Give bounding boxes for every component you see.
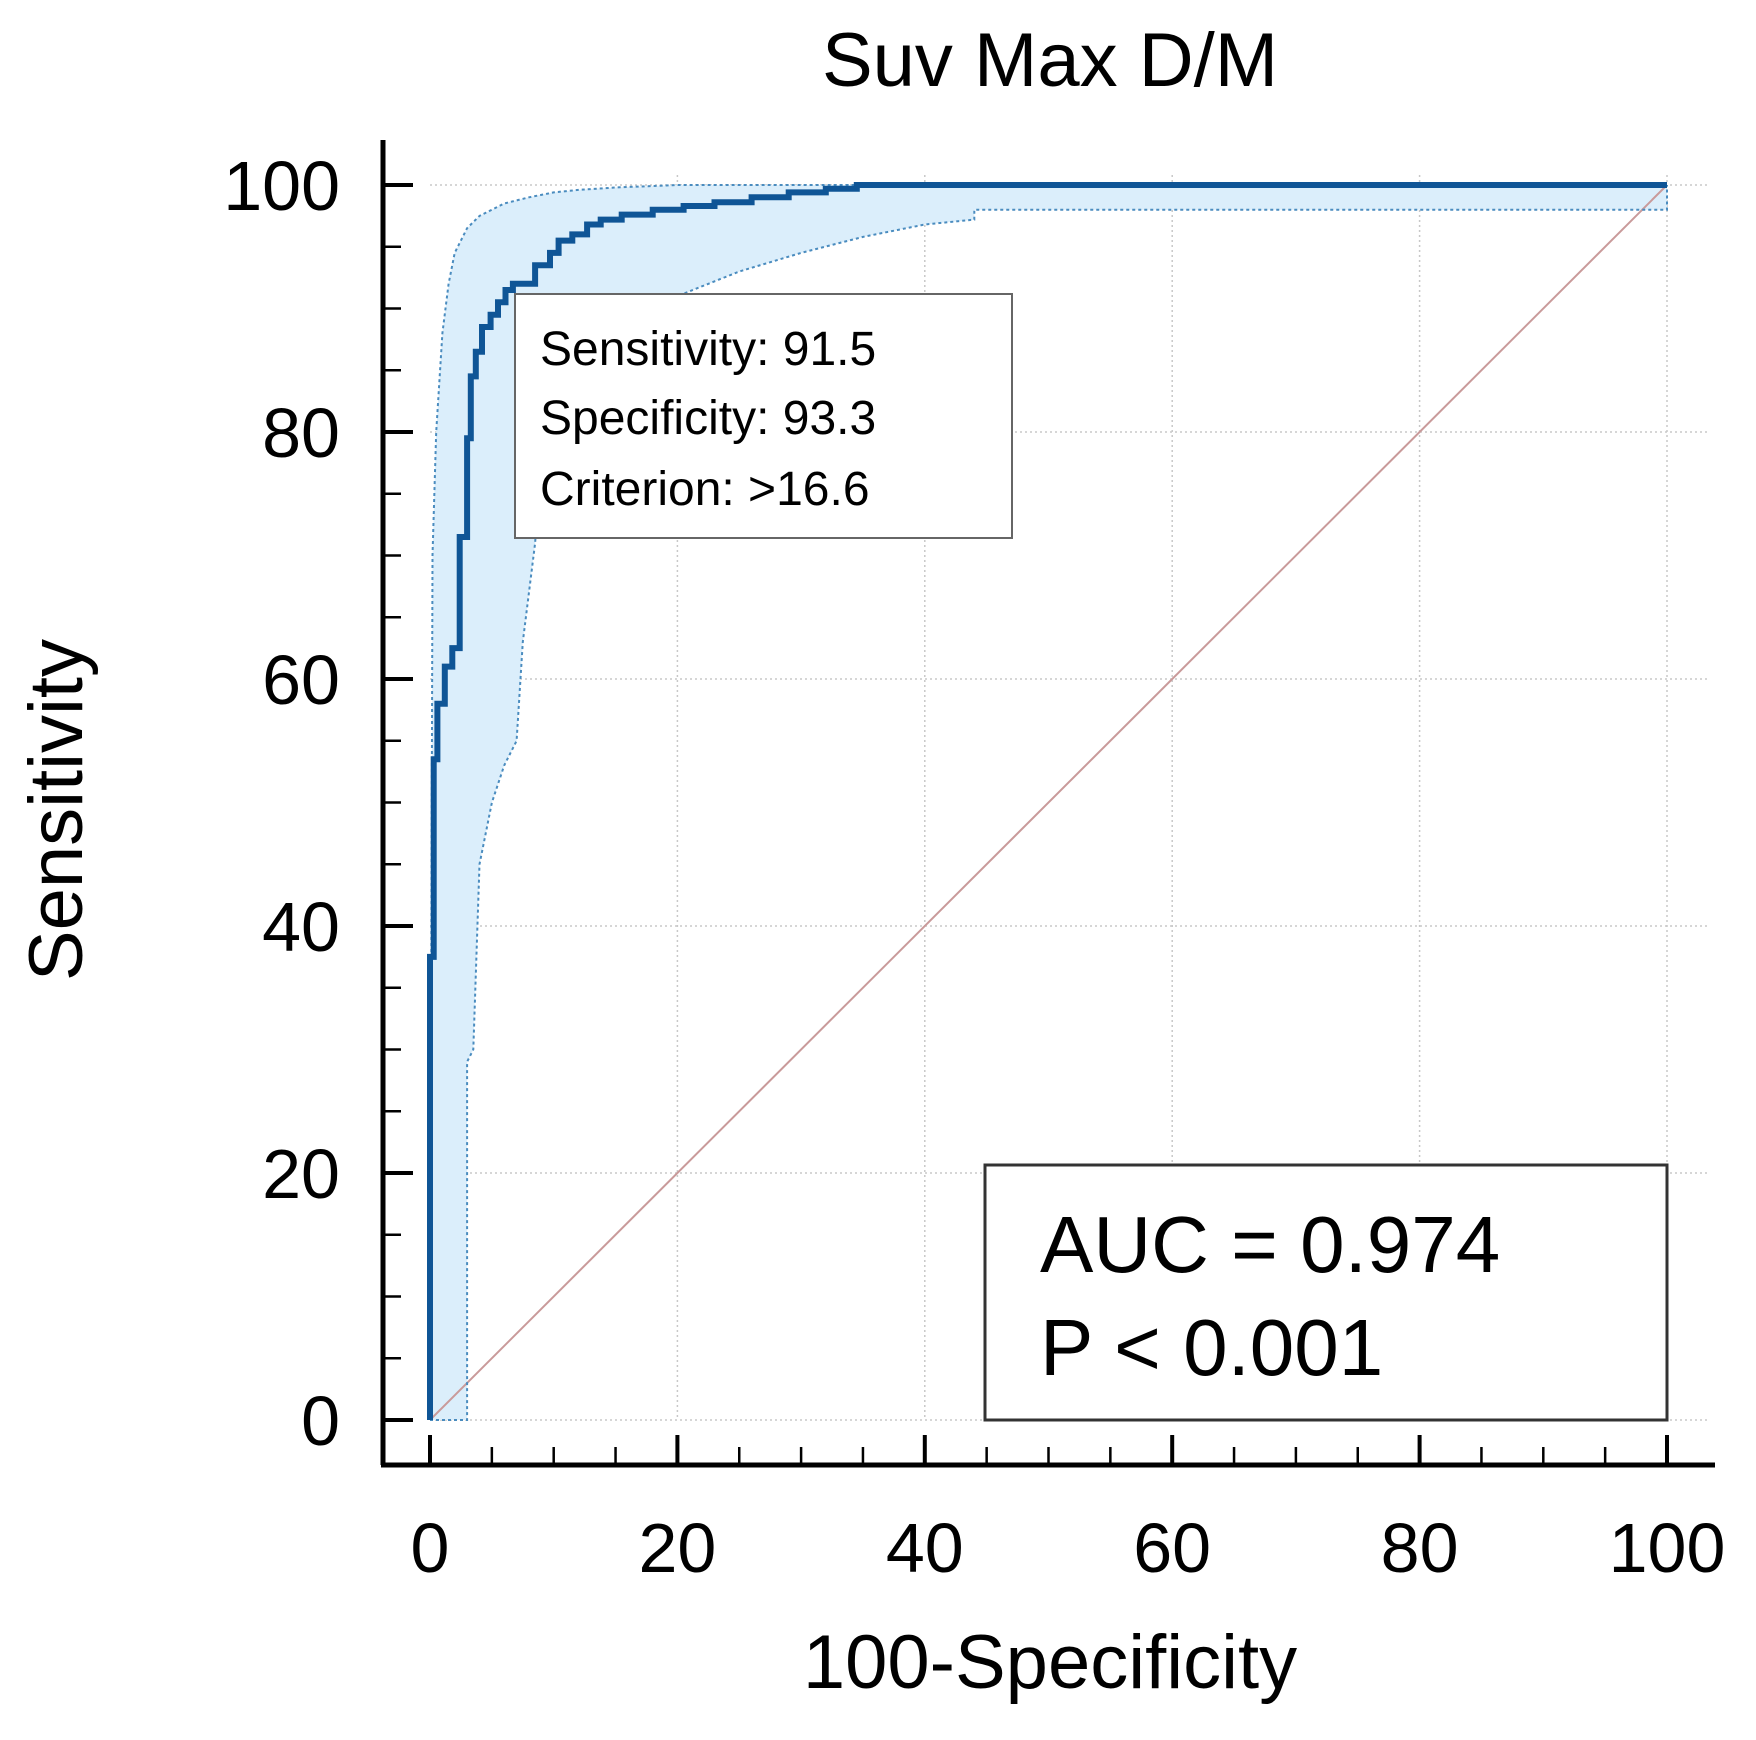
x-axis-label: 100-Specificity bbox=[803, 1620, 1297, 1705]
cutoff-box bbox=[514, 293, 1013, 539]
x-tick-label: 80 bbox=[1381, 1509, 1459, 1587]
cutoff-sensitivity: Sensitivity: 91.5 bbox=[540, 323, 876, 376]
roc-curve bbox=[427, 182, 1667, 1420]
cutoff-specificity: Specificity: 93.3 bbox=[540, 392, 876, 445]
ci-upper-line bbox=[429, 184, 1667, 1421]
auc-value: AUC = 0.974 bbox=[1040, 1200, 1500, 1289]
p-value: P < 0.001 bbox=[1040, 1303, 1383, 1392]
x-tick-label: 100 bbox=[1609, 1509, 1726, 1587]
stats-box bbox=[983, 1163, 1669, 1422]
cutoff-annotation: Sensitivity: 91.5 Specificity: 93.3 Crit… bbox=[514, 293, 1013, 539]
axis-ticks bbox=[383, 183, 1669, 1465]
reference-line bbox=[429, 184, 1668, 1421]
y-tick-label: 100 bbox=[223, 147, 340, 225]
cutoff-criterion: Criterion: >16.6 bbox=[540, 463, 870, 516]
y-tick-label: 40 bbox=[262, 888, 340, 966]
stats-annotation: AUC = 0.974 P < 0.001 bbox=[983, 1163, 1669, 1422]
x-tick-labels: 0 20 40 60 80 100 bbox=[411, 1509, 1726, 1587]
y-tick-labels: 0 20 40 60 80 100 bbox=[223, 147, 340, 1460]
chart-title: Suv Max D/M bbox=[822, 18, 1278, 103]
x-tick-label: 0 bbox=[411, 1509, 450, 1587]
y-tick-label: 80 bbox=[262, 394, 340, 472]
y-tick-label: 60 bbox=[262, 641, 340, 719]
x-tick-label: 60 bbox=[1133, 1509, 1211, 1587]
x-tick-label: 20 bbox=[638, 1509, 716, 1587]
y-tick-label: 0 bbox=[301, 1382, 340, 1460]
x-tick-label: 40 bbox=[886, 1509, 964, 1587]
y-axis-label: Sensitivity bbox=[14, 639, 99, 981]
y-tick-label: 20 bbox=[262, 1135, 340, 1213]
ci-lower-line bbox=[430, 185, 1668, 1421]
